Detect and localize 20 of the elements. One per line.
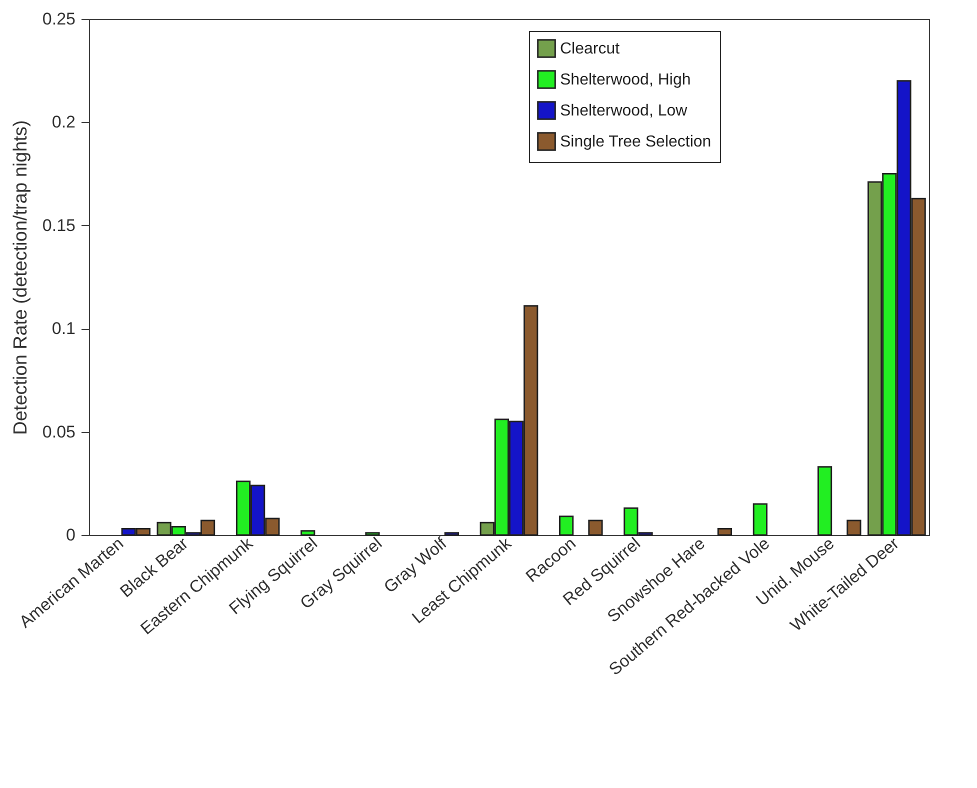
bar bbox=[300, 530, 316, 536]
y-tick-label: 0.2 bbox=[52, 112, 76, 132]
bar bbox=[752, 503, 768, 536]
y-tick-label: 0.25 bbox=[42, 10, 76, 28]
bar bbox=[365, 532, 380, 536]
bar bbox=[444, 532, 459, 536]
legend-label: Clearcut bbox=[560, 40, 620, 58]
y-tick-label: 0.15 bbox=[42, 216, 76, 235]
legend-label: Shelterwood, Low bbox=[560, 102, 688, 120]
bar bbox=[588, 520, 603, 536]
bar bbox=[717, 528, 732, 536]
bar bbox=[846, 520, 862, 536]
y-tick-label: 0 bbox=[66, 526, 76, 544]
bar bbox=[559, 516, 574, 536]
bar bbox=[817, 466, 832, 536]
y-axis-title: Detection Rate (detection/trap nights) bbox=[10, 120, 32, 435]
legend-label: Single Tree Selection bbox=[560, 134, 712, 150]
y-tick-label: 0.05 bbox=[42, 422, 76, 442]
legend-label: Shelterwood, High bbox=[560, 72, 691, 88]
y-tick-label: 0.1 bbox=[52, 319, 76, 338]
